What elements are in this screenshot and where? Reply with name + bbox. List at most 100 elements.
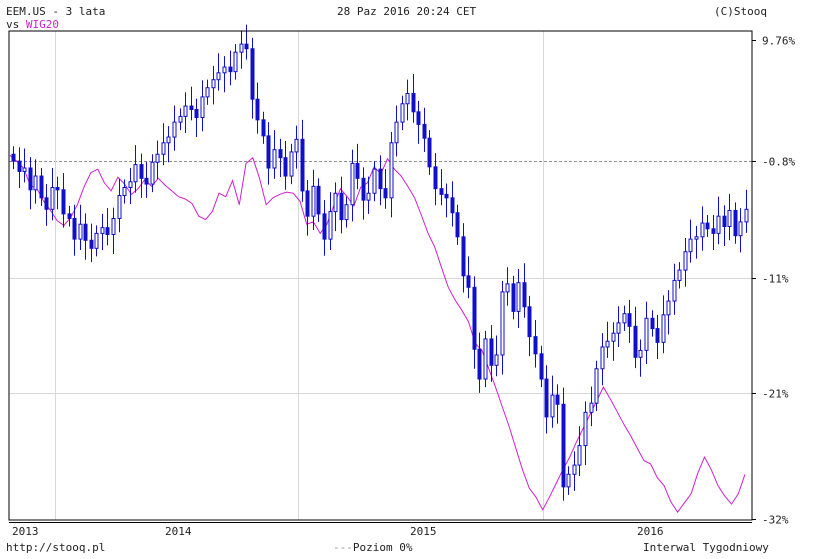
candle-body xyxy=(677,269,682,281)
candle-body xyxy=(372,168,377,194)
candle-body xyxy=(661,314,666,343)
candle-body xyxy=(522,282,527,308)
candle-body xyxy=(405,92,410,105)
candle-body xyxy=(555,394,560,405)
plot-frame xyxy=(8,30,753,521)
source-link[interactable]: http://stooq.pl xyxy=(6,541,106,554)
timestamp: 28 Paz 2016 20:24 CET xyxy=(337,5,477,18)
candle-body xyxy=(300,138,305,192)
candle-body xyxy=(366,192,371,201)
candle-body xyxy=(155,153,160,163)
candle-body xyxy=(139,164,144,179)
candle-body xyxy=(477,348,482,380)
candle-body xyxy=(483,338,488,380)
candle-body xyxy=(655,328,660,343)
candle-body xyxy=(150,161,155,185)
candle-body xyxy=(544,378,549,418)
x-tick-label: 2014 xyxy=(165,525,192,538)
candle-body xyxy=(611,332,616,342)
candle-body xyxy=(444,193,449,199)
candle-body xyxy=(283,157,288,177)
candle-body xyxy=(700,222,705,238)
x-tick-label: 2013 xyxy=(12,525,39,538)
candle-body xyxy=(133,164,138,183)
candle-body xyxy=(644,317,649,351)
candle-body xyxy=(738,221,743,237)
candle-body xyxy=(350,162,355,206)
candle-body xyxy=(394,121,399,144)
candle-body xyxy=(117,195,122,219)
y-tick-label: 9.76% xyxy=(762,35,795,48)
grid xyxy=(9,31,752,520)
candle-body xyxy=(344,204,349,221)
candle-body xyxy=(589,402,594,413)
candle-body xyxy=(266,135,271,169)
candle-body xyxy=(605,340,610,348)
candle-body xyxy=(633,325,638,358)
candle-body xyxy=(105,227,110,236)
baseline-legend-label: Poziom 0% xyxy=(352,541,413,554)
candle-body xyxy=(539,353,544,380)
candle-body xyxy=(594,368,599,404)
candle-body xyxy=(22,167,27,172)
candle-body xyxy=(694,236,699,240)
candle-body xyxy=(489,338,494,366)
compare-label: vs WIG20 xyxy=(6,18,59,31)
candle-body xyxy=(705,222,710,230)
candle-body xyxy=(183,105,188,117)
candle-body xyxy=(50,187,55,210)
candle-body xyxy=(688,238,693,253)
candle-body xyxy=(255,98,260,121)
candle-body xyxy=(333,192,338,213)
candle-body xyxy=(250,48,255,100)
candle-body xyxy=(289,151,294,177)
candle-body xyxy=(744,208,749,223)
candle-body xyxy=(111,217,116,236)
candle-body xyxy=(411,92,416,113)
candle-body xyxy=(89,239,94,249)
candle-body xyxy=(600,346,605,370)
candle-body xyxy=(178,115,183,123)
candle-body xyxy=(416,111,421,125)
candle-body xyxy=(638,349,643,358)
candle-body xyxy=(216,72,221,81)
candle-body xyxy=(505,283,510,293)
candle-body xyxy=(261,119,266,137)
wig20-line xyxy=(9,155,746,513)
wig20-series xyxy=(9,155,746,513)
candle-body xyxy=(33,175,38,191)
candle-body xyxy=(228,66,233,73)
candle-body xyxy=(389,142,394,199)
y-tick-label: -32% xyxy=(762,514,789,527)
candle-body xyxy=(233,51,238,73)
candle-body xyxy=(527,306,532,338)
candle-body xyxy=(11,153,16,162)
candle-body xyxy=(78,223,83,240)
candle-body xyxy=(461,236,466,277)
vs-prefix: vs xyxy=(6,18,20,31)
candle-body xyxy=(711,228,716,234)
candle-body xyxy=(616,322,621,334)
x-tick-label: 2015 xyxy=(410,525,437,538)
candle-body xyxy=(100,227,105,234)
candle-body xyxy=(472,286,477,350)
candle-body xyxy=(316,185,321,215)
candle-body xyxy=(716,215,721,234)
candle-body xyxy=(494,354,499,366)
compare-symbol[interactable]: WIG20 xyxy=(25,18,59,31)
candle-body xyxy=(439,188,444,195)
candle-body xyxy=(422,123,427,139)
candle-body xyxy=(44,197,49,210)
candle-body xyxy=(72,217,77,240)
candle-body xyxy=(577,445,582,466)
candle-body xyxy=(455,212,460,238)
candle-body xyxy=(427,137,432,168)
candle-body xyxy=(194,109,199,119)
chart-title: EEM.US - 3 lata xyxy=(6,5,106,18)
candle-body xyxy=(28,167,33,191)
candle-body xyxy=(622,313,627,324)
candle-body xyxy=(572,464,577,475)
candle-body xyxy=(239,43,244,53)
